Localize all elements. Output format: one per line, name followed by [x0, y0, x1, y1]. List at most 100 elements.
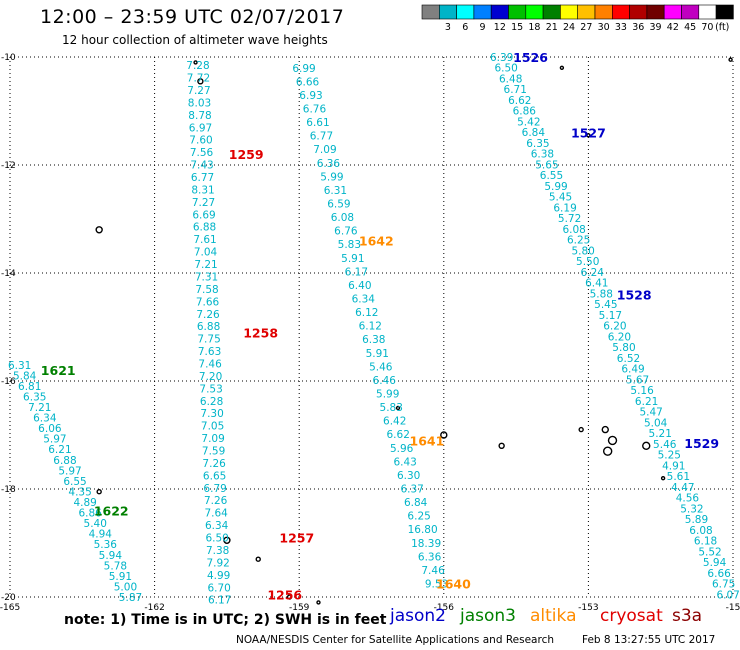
swh-value: 6.66 [296, 76, 320, 88]
swh-value: 5.25 [658, 450, 681, 462]
legend-swatch [611, 4, 630, 20]
island [223, 536, 231, 544]
legend-swatch [715, 4, 734, 20]
swh-value: 6.77 [191, 172, 214, 184]
swh-value: 6.50 [494, 63, 517, 75]
lat-tick-label: -10 [1, 53, 16, 63]
island [660, 476, 666, 481]
swh-value: 7.27 [192, 197, 215, 209]
swh-value: 4.94 [89, 529, 113, 541]
swh-value: 6.38 [531, 149, 554, 161]
swh-value: 5.32 [680, 503, 703, 515]
legend-swatch [542, 4, 561, 20]
swh-value: 6.21 [48, 444, 71, 456]
legend-label: 24 [563, 22, 575, 33]
satellite-label: jason2 [390, 606, 446, 626]
pass-number: 1257 [279, 531, 314, 546]
swh-value: 6.38 [362, 334, 385, 346]
swh-value: 6.88 [53, 455, 76, 467]
swh-value: 5.17 [599, 310, 622, 322]
swh-value: 6.31 [8, 360, 31, 372]
page-subtitle: 12 hour collection of altimeter wave hei… [62, 33, 328, 47]
legend-label: 70 [701, 22, 713, 33]
generated-timestamp: Feb 8 13:27:55 UTC 2017 [582, 634, 716, 646]
swh-value: 4.91 [662, 460, 685, 472]
island [197, 78, 204, 85]
swh-value: 5.97 [58, 465, 81, 477]
legend-label: 6 [462, 22, 468, 33]
swh-value: 6.75 [712, 579, 735, 591]
legend-unit: (ft) [715, 22, 729, 33]
swh-value: 6.76 [303, 104, 327, 116]
swh-value: 6.25 [567, 235, 590, 247]
swh-value: 6.62 [387, 429, 410, 441]
swh-value: 7.58 [195, 284, 218, 296]
legend-label: 21 [546, 22, 558, 33]
swh-value: 6.55 [63, 476, 86, 488]
pass-labels: 1526 1527 1259 1642 1528 1258 1621 1641 1529 1622… [41, 50, 719, 602]
swh-value: 4.56 [676, 493, 700, 505]
swh-value: 7.30 [200, 408, 223, 420]
swh-value: 18.39 [411, 538, 441, 550]
swh-value: 4.99 [207, 570, 230, 582]
swh-value: 6.66 [707, 568, 731, 580]
islands [95, 57, 733, 605]
swh-value: 5.83 [380, 402, 403, 414]
swh-value: 5.45 [549, 192, 572, 204]
island [286, 594, 293, 600]
swh-value: 5.89 [685, 514, 708, 526]
swh-tracks: 7.287.727.278.038.786.977.607.567.436.77… [8, 52, 740, 607]
legend-swatch [663, 4, 682, 20]
legend-label: 9 [480, 22, 486, 33]
swh-value: 5.84 [13, 370, 37, 382]
swh-value: 6.55 [540, 170, 563, 182]
swh-value: 6.84 [404, 497, 428, 509]
swh-value: 9.53 [425, 579, 448, 591]
swh-value: 5.04 [644, 417, 668, 429]
swh-value: 5.91 [109, 571, 132, 583]
island [601, 425, 609, 434]
swh-value: 16.80 [408, 524, 438, 536]
swh-value: 5.61 [667, 471, 690, 483]
island [602, 446, 613, 456]
swh-value: 7.20 [199, 371, 222, 383]
swh-value: 6.40 [348, 280, 371, 292]
swh-value: 7.46 [198, 358, 222, 370]
pass-number: 1621 [41, 363, 76, 378]
swh-value: 7.46 [421, 565, 445, 577]
pass-number: 1526 [513, 50, 548, 65]
legend-swatch [473, 4, 492, 20]
swh-value: 5.94 [99, 550, 123, 562]
swh-value: 6.37 [400, 484, 423, 496]
swh-value: 6.34 [33, 413, 57, 425]
swh-value: 6.71 [504, 84, 527, 96]
swh-value: 6.42 [383, 416, 406, 428]
swh-value: 5.80 [612, 342, 635, 354]
swh-value: 7.09 [201, 433, 224, 445]
axis-ticks: -165 -162 -159 -156 -153 -15 -10 -12 -14 -16 -18 -2… [0, 53, 740, 613]
legend-swatch [456, 4, 475, 20]
legend-swatch [508, 4, 527, 20]
swh-value: 6.62 [508, 95, 531, 107]
swh-value: 6.28 [200, 396, 223, 408]
swh-value: 6.34 [352, 294, 376, 306]
swh-value: 6.84 [522, 127, 546, 139]
legend-swatch [594, 4, 613, 20]
swh-value: 6.59 [327, 199, 350, 211]
swh-value: 8.03 [188, 97, 211, 109]
swh-value: 6.12 [359, 321, 382, 333]
color-legend: 3 6 9 12 15 18 21 24 27 30 33 36 39 42 45 70 (ft) [421, 4, 734, 33]
swh-value: 6.17 [208, 595, 231, 607]
swh-value: 6.41 [585, 278, 608, 290]
lat-tick-label: -16 [1, 377, 16, 387]
lat-tick-label: -14 [1, 269, 16, 279]
legend-label: 3 [445, 22, 451, 33]
swh-value: 5.96 [390, 443, 414, 455]
swh-value: 6.86 [513, 106, 537, 118]
swh-value: 5.67 [626, 374, 649, 386]
island [498, 442, 505, 449]
pass-number: 1259 [229, 147, 264, 162]
legend-swatch [698, 4, 717, 20]
swh-value: 5.52 [698, 546, 721, 558]
swh-value: 5.46 [653, 439, 677, 451]
